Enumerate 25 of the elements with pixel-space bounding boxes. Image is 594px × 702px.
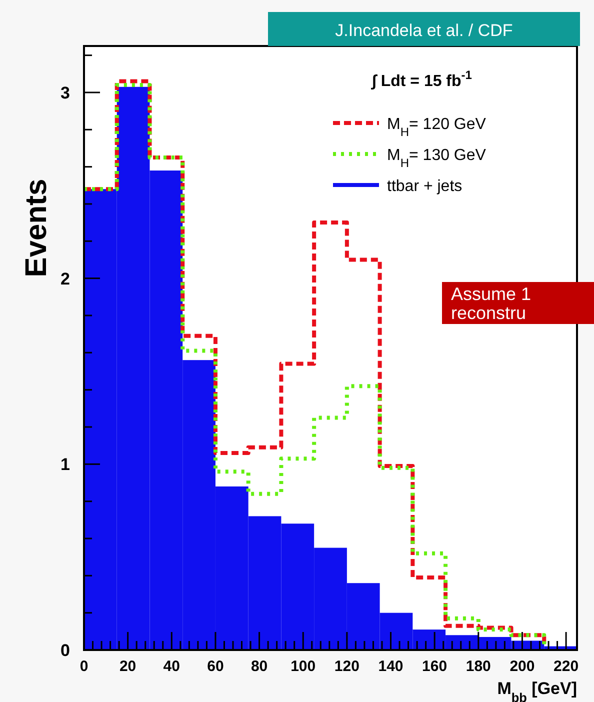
annotation: Assume 1 <box>451 284 532 304</box>
x-tick-label: 60 <box>207 658 224 675</box>
annotation: ∫ Ldt = 15 fb$^{-1}$ <box>370 68 472 90</box>
x-tick-label: 180 <box>466 658 491 675</box>
x-tick-label: 40 <box>163 658 180 675</box>
y-axis-title: Events <box>20 178 53 278</box>
x-axis-title: M$_{bb}$ [GeV] <box>497 679 577 702</box>
x-tick-label: 0 <box>80 658 88 675</box>
x-tick-label: 160 <box>422 658 448 675</box>
x-tick-label: 20 <box>119 658 136 675</box>
x-tick-label: 140 <box>378 658 404 675</box>
x-tick-label: 200 <box>510 658 535 675</box>
x-tick-label: 120 <box>334 658 360 675</box>
x-tick-label: 220 <box>554 658 579 675</box>
y-tick-label: 2 <box>60 269 70 288</box>
legend-label: M$_{H}$= 120 GeV <box>387 116 486 139</box>
legend-label: M$_{H}$= 130 GeV <box>387 147 486 170</box>
x-tick-label: 80 <box>250 658 268 675</box>
y-tick-label: 3 <box>60 83 70 102</box>
y-tick-label: 0 <box>60 641 70 660</box>
text: J.Incandela et al. / CDF <box>335 21 513 40</box>
legend-label: ttbar + jets <box>387 178 462 195</box>
annotation: reconstru <box>451 303 526 323</box>
y-tick-label: 1 <box>60 455 70 474</box>
x-tick-label: 100 <box>290 658 316 675</box>
